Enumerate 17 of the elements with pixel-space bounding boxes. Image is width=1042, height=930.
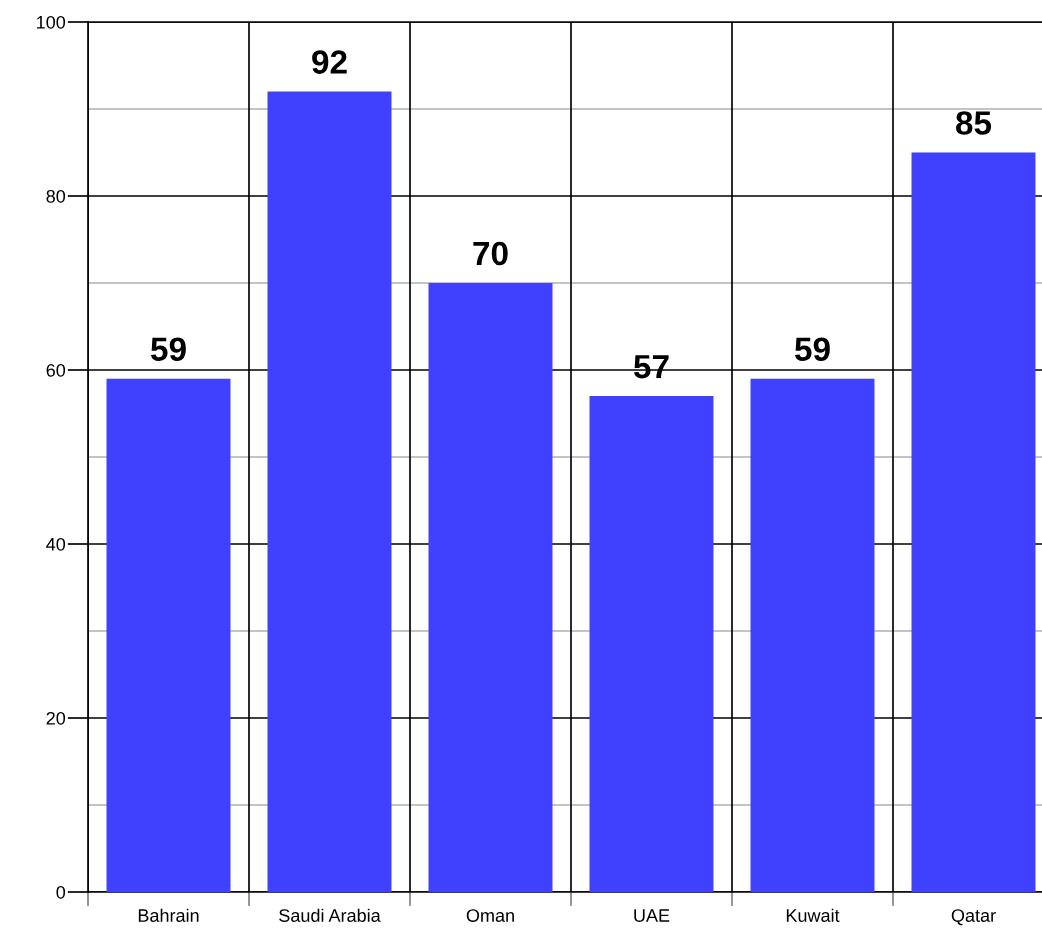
x-tick-label: Qatar [951,909,996,926]
data-label: 59 [150,337,186,361]
x-tick-label: Saudi Arabia [279,908,381,922]
y-tick-label: 100 [37,15,66,29]
y-tick-label: 0 [56,885,66,899]
data-label: 85 [956,111,992,135]
x-tick-label: Kuwait [786,908,840,922]
y-tick-label: 40 [46,537,66,551]
x-tick-label: Bahrain [138,908,199,922]
x-tick-label: UAE [634,909,670,922]
data-label: 92 [312,50,347,74]
y-tick-label: 60 [46,363,66,377]
y-tick-label: 20 [46,711,66,725]
y-tick-label: 80 [46,189,66,203]
data-label: 59 [794,337,830,361]
data-label: 70 [473,241,508,266]
x-tick-label: Oman [466,909,514,922]
